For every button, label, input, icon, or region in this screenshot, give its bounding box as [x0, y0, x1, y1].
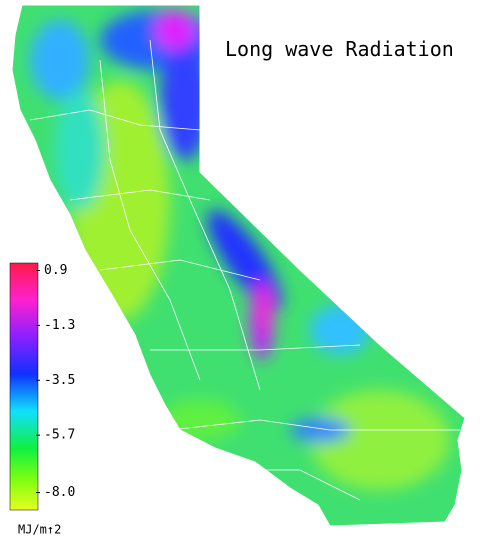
state-outline [11, 4, 466, 527]
colorbar-unit: MJ/m↑2 [18, 523, 61, 537]
colorbar-tick-label: 0.9 [44, 263, 67, 278]
colorbar-tick-label: -8.0 [44, 485, 75, 500]
map-title: Long wave Radiation [225, 37, 454, 61]
colorbar-tick-label: -1.3 [44, 318, 75, 333]
colorbar [9, 262, 39, 511]
colorbar-tick-label: -3.5 [44, 373, 75, 388]
colorbar-tick-label: -5.7 [44, 428, 75, 443]
